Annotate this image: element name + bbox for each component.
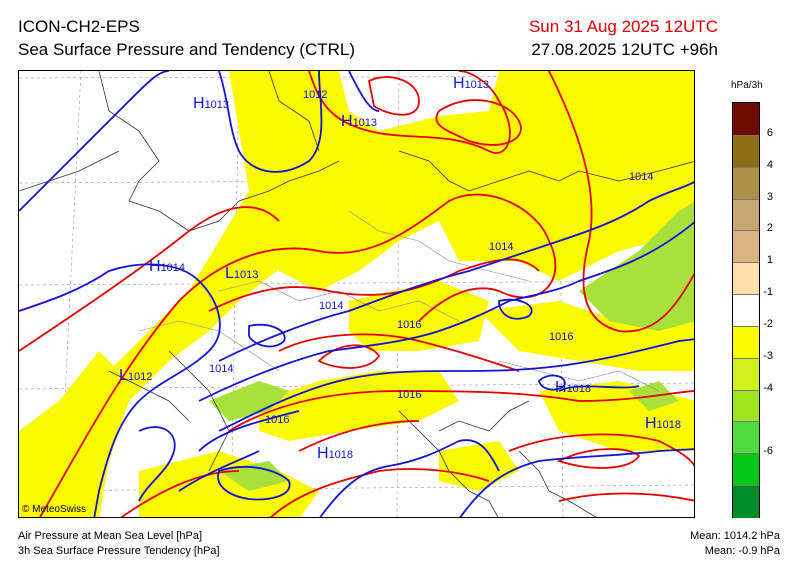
legend-swatch — [733, 389, 759, 423]
product-title: Sea Surface Pressure and Tendency (CTRL) — [18, 40, 356, 59]
legend-tick: -6 — [763, 445, 773, 458]
legend-tick: -3 — [763, 349, 773, 362]
footer-pressure-desc: Air Pressure at Mean Sea Level [hPa] — [18, 530, 203, 542]
credit: © MeteoSwiss — [22, 504, 87, 515]
footer-tendency-desc: 3h Sea Surface Pressure Tendency [hPa] — [18, 545, 220, 557]
color-legend — [732, 102, 760, 519]
legend-tick: 1 — [766, 254, 773, 267]
pressure-center: H1013 — [193, 95, 230, 112]
isobar-label: 1014 — [319, 300, 344, 312]
borders — [138, 210, 660, 392]
isobar-label: 1014 — [629, 171, 654, 183]
forecast-map: 1012 1014 1016 1014 1014 1016 1014 1016 … — [18, 70, 695, 518]
legend-swatch — [733, 103, 759, 136]
pressure-center: H1018 — [645, 415, 682, 432]
pressure-center: H1018 — [555, 379, 592, 396]
legend-swatch — [733, 262, 759, 296]
legend-swatch — [733, 485, 759, 519]
legend-swatch — [733, 230, 759, 264]
legend-swatch — [733, 134, 759, 169]
legend-tick: 6 — [766, 126, 773, 139]
mean-pressure: Mean: 1014.2 hPa — [690, 530, 780, 542]
pressure-center: H1014 — [149, 258, 186, 275]
legend-swatch — [733, 166, 759, 201]
isobar-label: 1016 — [397, 319, 422, 331]
valid-time: Sun 31 Aug 2025 12UTC — [528, 17, 718, 36]
legend-tick: -2 — [763, 317, 773, 330]
pressure-center: H1013 — [341, 113, 378, 130]
tendency-contours — [19, 71, 694, 517]
legend-swatch — [733, 421, 759, 455]
run-time: 27.08.2025 12UTC +96h — [531, 40, 718, 59]
isobar-label: 1016 — [397, 389, 422, 401]
legend-unit: hPa/3h — [731, 80, 763, 91]
model-name: ICON-CH2-EPS — [18, 17, 140, 36]
legend-swatch — [733, 357, 759, 392]
pressure-center: L1012 — [119, 367, 153, 384]
pressure-center: L1013 — [225, 265, 259, 282]
pressure-center: H1018 — [317, 445, 354, 462]
pressure-center: H1013 — [453, 75, 490, 92]
legend-tick: 3 — [766, 190, 773, 203]
coastlines — [19, 71, 694, 517]
legend-swatch — [733, 294, 759, 328]
legend-swatch — [733, 453, 759, 487]
legend-tick: 2 — [766, 222, 773, 235]
isobars — [19, 71, 694, 517]
isobar-label: 1014 — [209, 363, 234, 375]
isobar-label: 1016 — [549, 331, 574, 343]
legend-swatch — [733, 198, 759, 232]
legend-tick: -1 — [763, 286, 773, 299]
legend-swatch — [733, 325, 759, 360]
isobar-label: 1014 — [489, 241, 514, 253]
isobar-label: 1012 — [303, 89, 328, 101]
mean-tendency: Mean: -0.9 hPa — [704, 545, 780, 557]
isobar-label: 1016 — [265, 414, 290, 426]
map-canvas — [19, 71, 694, 517]
legend-tick: -4 — [763, 381, 773, 394]
legend-tick: 4 — [766, 158, 773, 171]
